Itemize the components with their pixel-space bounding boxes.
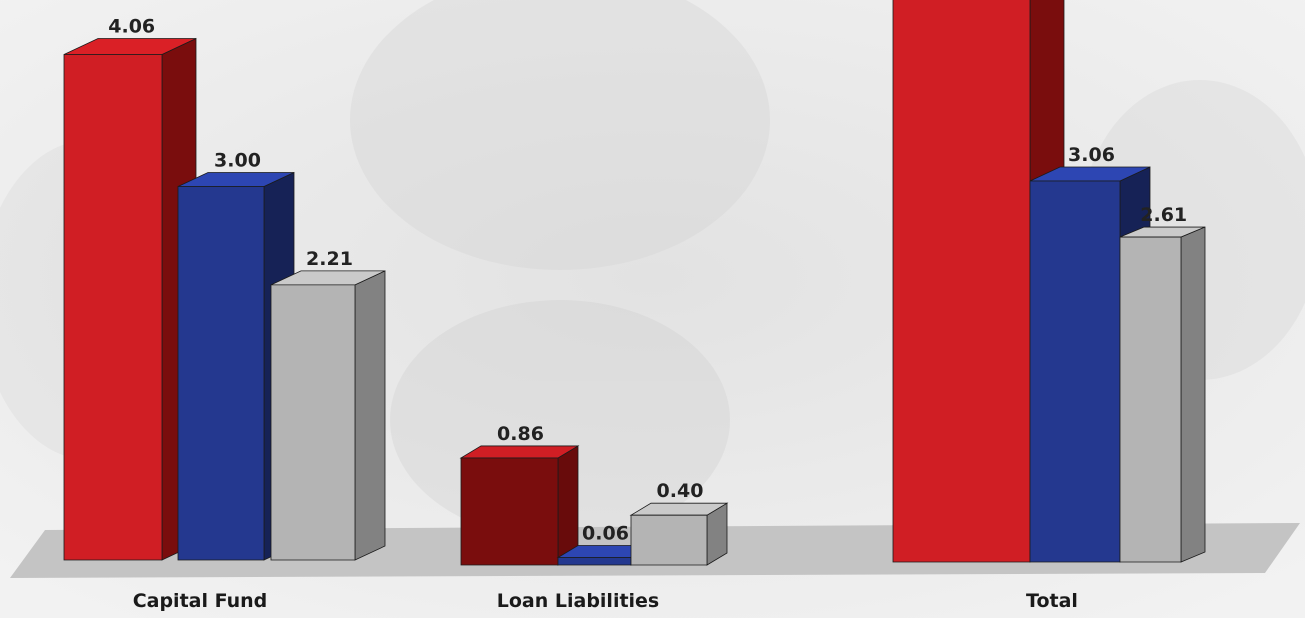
bar-group-loan-liabilities	[459, 445, 729, 566]
bar-capital-fund-series-1	[63, 54, 163, 561]
bar-total-series-1	[892, 0, 1031, 563]
category-label-capital-fund: Capital Fund	[133, 590, 268, 612]
bar-total-series-3-side	[1180, 226, 1206, 563]
bar-total-series-3	[1119, 236, 1182, 563]
bar-group-capital-fund	[63, 37, 386, 561]
bar-loan-liabilities-series-1	[460, 457, 559, 566]
bar-capital-fund-series-3-side	[354, 270, 386, 561]
value-label-capital-fund-3: 2.21	[306, 248, 353, 270]
value-label-loan-liabilities-1: 0.86	[497, 423, 544, 445]
bar-loan-liabilities-series-2	[557, 557, 632, 566]
category-label-total: Total	[1026, 590, 1078, 612]
category-labels-group: Capital Fund Loan Liabilities Total	[133, 590, 1078, 612]
value-label-total-3: 2.61	[1140, 204, 1187, 226]
bar-loan-liabilities-series-1-top	[459, 445, 580, 459]
value-label-total-2: 3.06	[1068, 144, 1115, 166]
bars-group	[63, 0, 1206, 566]
value-labels-group: 4.063.002.210.860.060.404.923.062.61	[108, 16, 1187, 545]
value-label-capital-fund-1: 4.06	[108, 16, 155, 38]
category-label-loan-liabilities: Loan Liabilities	[497, 590, 660, 612]
bar-capital-fund-series-2	[177, 186, 265, 561]
value-label-capital-fund-2: 3.00	[214, 150, 261, 172]
bar-group-total	[892, 0, 1206, 563]
bar-loan-liabilities-series-3	[630, 514, 708, 566]
bar-capital-fund-series-3	[270, 284, 356, 561]
value-label-loan-liabilities-2: 0.06	[582, 523, 629, 545]
bar-total-series-2	[1029, 180, 1121, 563]
value-label-loan-liabilities-3: 0.40	[657, 480, 704, 502]
